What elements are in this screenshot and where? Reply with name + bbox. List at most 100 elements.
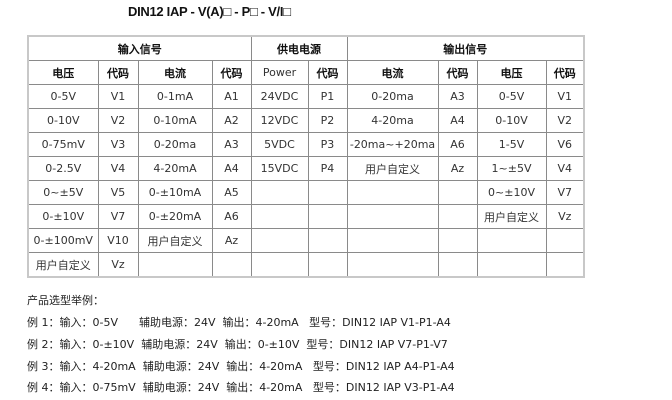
table-cell: A4 xyxy=(211,156,252,181)
table-cell: 0-±20mA xyxy=(137,204,213,229)
table-cell xyxy=(545,228,585,253)
table-cell: A4 xyxy=(437,108,478,133)
table-cell: -20ma~+20ma xyxy=(346,132,439,157)
table-cell: 0-±10mA xyxy=(137,180,213,205)
column-header: 电压 xyxy=(476,60,547,85)
table-cell: V4 xyxy=(545,156,585,181)
table-cell: A3 xyxy=(437,84,478,109)
group-header-row: 输入信号 供电电源 输出信号 xyxy=(27,35,585,61)
table-cell: 4-20ma xyxy=(346,108,439,133)
table-cell xyxy=(307,228,348,253)
table-cell xyxy=(437,204,478,229)
table-cell: V1 xyxy=(97,84,139,109)
table-cell: Vz xyxy=(97,252,139,278)
table-cell: 0-5V xyxy=(27,84,99,109)
table-row: 0-±100mV V10 用户自定义 Az xyxy=(27,228,585,253)
table-cell: 0~±5V xyxy=(27,180,99,205)
column-header: 代码 xyxy=(307,60,348,85)
column-header: 电流 xyxy=(137,60,213,85)
table-cell xyxy=(137,252,213,278)
table-cell xyxy=(437,180,478,205)
table-cell: 0-75mV xyxy=(27,132,99,157)
table-cell: A2 xyxy=(211,108,252,133)
column-header: 代码 xyxy=(211,60,252,85)
table-cell: P2 xyxy=(307,108,348,133)
table-cell: 0-±100mV xyxy=(27,228,99,253)
column-header: 电流 xyxy=(346,60,439,85)
table-cell xyxy=(307,180,348,205)
table-cell: A6 xyxy=(211,204,252,229)
table-cell: 0-20ma xyxy=(137,132,213,157)
table-cell xyxy=(346,180,439,205)
table-cell: V5 xyxy=(97,180,139,205)
example-line: 例 3：输入：4-20mA 辅助电源：24V 输出：4-20mA 型号：DIN1… xyxy=(27,360,455,373)
table-cell: V7 xyxy=(97,204,139,229)
example-line: 例 1：输入：0-5V 辅助电源：24V 输出：4-20mA 型号：DIN12 … xyxy=(27,316,451,329)
table-cell: P1 xyxy=(307,84,348,109)
column-header: 代码 xyxy=(545,60,585,85)
column-header: Power xyxy=(250,60,309,85)
table-cell: 0-2.5V xyxy=(27,156,99,181)
table-cell xyxy=(250,228,309,253)
table-cell xyxy=(250,180,309,205)
table-cell: 0~±10V xyxy=(476,180,547,205)
table-cell: 0-10V xyxy=(476,108,547,133)
table-cell: A3 xyxy=(211,132,252,157)
table-cell xyxy=(250,204,309,229)
table-cell xyxy=(307,204,348,229)
column-header: 电压 xyxy=(27,60,99,85)
examples-heading: 产品选型举例： xyxy=(27,294,104,307)
table-cell: V1 xyxy=(545,84,585,109)
table-cell: 0-±10V xyxy=(27,204,99,229)
table-cell: 用户自定义 xyxy=(27,252,99,278)
model-code-title: DIN12 IAP - V(A)□ - P□ - V/I□ xyxy=(128,4,291,19)
table-row: 0-5V V1 0-1mA A1 24VDC P1 0-20ma A3 0-5V V1 xyxy=(27,84,585,109)
group-header: 输入信号 xyxy=(27,35,252,61)
table-row: 0-±10V V7 0-±20mA A6 用户自定义 Vz xyxy=(27,204,585,229)
table-cell: 0-10V xyxy=(27,108,99,133)
table-cell: 用户自定义 xyxy=(346,156,439,181)
table-row: 用户自定义 Vz xyxy=(27,252,585,278)
table-cell xyxy=(437,252,478,278)
column-header: 代码 xyxy=(97,60,139,85)
table-cell: Az xyxy=(211,228,252,253)
table-row: 0-10V V2 0-10mA A2 12VDC P2 4-20ma A4 0-10V V2 xyxy=(27,108,585,133)
example-line: 例 2：输入：0-±10V 辅助电源：24V 输出：0-±10V 型号：DIN1… xyxy=(27,338,448,351)
table-cell: 15VDC xyxy=(250,156,309,181)
selection-table: 输入信号 供电电源 输出信号 电压 代码 电流 代码 Power 代码 电流 代码 电压 代码 0-5V V… xyxy=(27,35,585,278)
table-cell xyxy=(307,252,348,278)
table-cell: V2 xyxy=(545,108,585,133)
table-cell xyxy=(476,228,547,253)
table-cell xyxy=(211,252,252,278)
table-cell: V10 xyxy=(97,228,139,253)
table-cell: 24VDC xyxy=(250,84,309,109)
table-cell xyxy=(250,252,309,278)
table-cell: 0-10mA xyxy=(137,108,213,133)
table-row: 0-75mV V3 0-20ma A3 5VDC P3 -20ma~+20ma A6 1-5V V… xyxy=(27,132,585,157)
table-cell: 用户自定义 xyxy=(137,228,213,253)
table-cell: 5VDC xyxy=(250,132,309,157)
column-header: 代码 xyxy=(437,60,478,85)
table-cell: 0-20ma xyxy=(346,84,439,109)
table-cell xyxy=(437,228,478,253)
table-cell xyxy=(346,252,439,278)
table-cell: V7 xyxy=(545,180,585,205)
table-cell: A1 xyxy=(211,84,252,109)
table-cell xyxy=(476,252,547,278)
group-header: 供电电源 xyxy=(250,35,348,61)
table-cell: 1-5V xyxy=(476,132,547,157)
table-cell xyxy=(545,252,585,278)
table-cell: P3 xyxy=(307,132,348,157)
table-cell: 用户自定义 xyxy=(476,204,547,229)
table-cell: 12VDC xyxy=(250,108,309,133)
table-cell xyxy=(346,228,439,253)
table-cell: 1~±5V xyxy=(476,156,547,181)
table-cell: Az xyxy=(437,156,478,181)
column-header-row: 电压 代码 电流 代码 Power 代码 电流 代码 电压 代码 xyxy=(27,60,585,85)
table-cell: V2 xyxy=(97,108,139,133)
example-line: 例 4：输入：0-75mV 辅助电源：24V 输出：4-20mA 型号：DIN1… xyxy=(27,381,455,394)
table-cell xyxy=(346,204,439,229)
table-cell: V6 xyxy=(545,132,585,157)
table-cell: 0-1mA xyxy=(137,84,213,109)
table-cell: V4 xyxy=(97,156,139,181)
